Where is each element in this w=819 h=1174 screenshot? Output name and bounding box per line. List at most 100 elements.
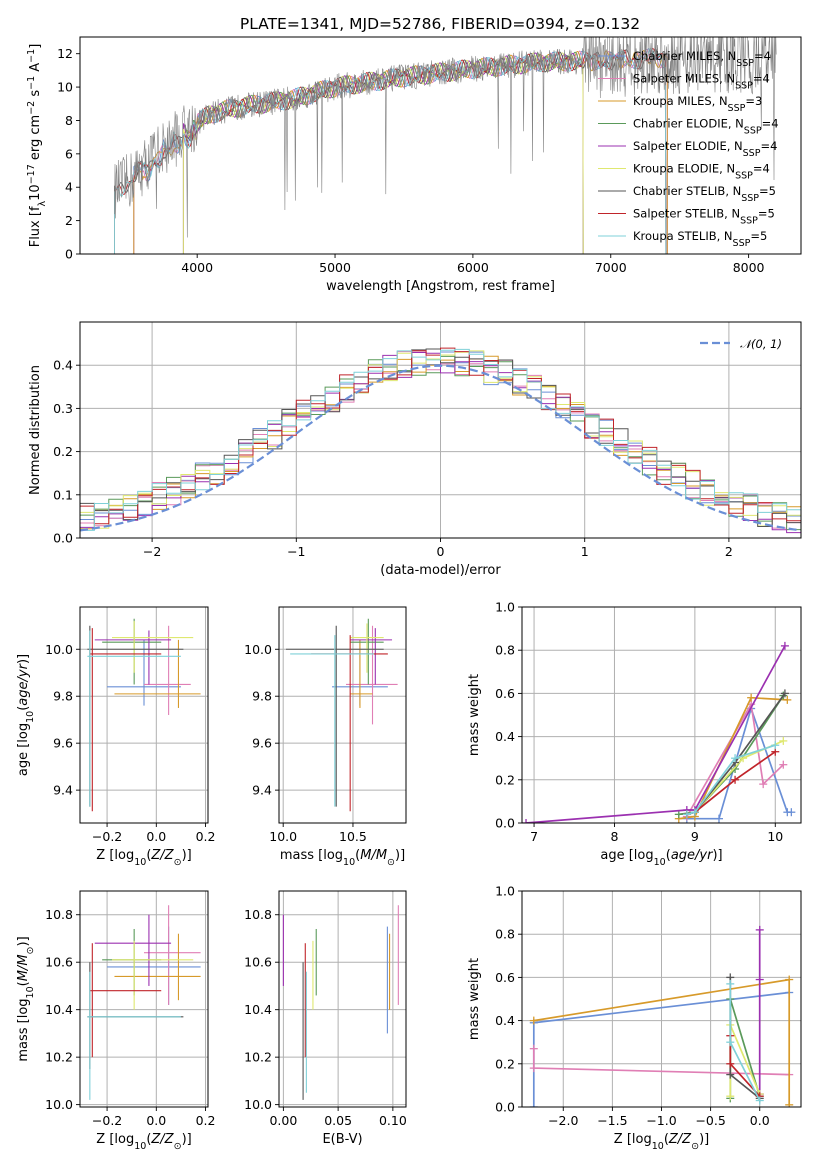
chart-weight-vs-Z: −2.0 −1.5 −1.0 −0.5 0.0 0.0 0.2 0.4 0.6 0.8 1.0 Z […: [467, 884, 802, 1152]
axes-frame: 0.00 0.05 0.10 10.0 10.2 10.4 10.6 10.8 E(B-V): [244, 890, 407, 1147]
x-tick-label: 0.2: [196, 829, 216, 844]
grid: [80, 891, 208, 1107]
y-tick-label: 0.6: [495, 970, 515, 985]
errorbar-point: [114, 639, 201, 708]
x-tick-label: 2: [725, 544, 733, 559]
x-tick-label: 10: [767, 829, 783, 844]
y-tick-label: 9.4: [53, 783, 73, 798]
legend-entry: Salpeter ELODIE, NSSP=4: [633, 139, 777, 159]
weight-marker: [731, 775, 740, 784]
weight-marker: [755, 1096, 764, 1105]
errorbar-point: [350, 623, 384, 673]
weight-marker: [759, 780, 768, 789]
x-tick-label: 0.2: [196, 1113, 216, 1128]
weight-marker: [785, 1100, 794, 1107]
weight-marker: [787, 808, 796, 817]
y-tick-label: 6: [65, 146, 73, 161]
x-tick-label: 0.0: [750, 1113, 770, 1128]
y-tick-label: 9.6: [252, 736, 272, 751]
legend-entry: 𝒩(0, 1): [740, 337, 782, 351]
weight-marker: [726, 1059, 735, 1068]
x-tick-label: 0.00: [269, 1113, 297, 1128]
weight-marker: [779, 760, 788, 769]
x-axis-label: Z [log10(Z/Z⊙)]: [96, 848, 191, 868]
weight-marker: [780, 689, 789, 698]
grid: [279, 891, 406, 1107]
errorbar-point: [94, 630, 172, 685]
axes-frame: −0.2 0.0 0.2 9.4 9.6 9.8 10.0 Z [log10(Z/Z⊙)] ag…: [16, 606, 216, 868]
errorbar-point: [112, 940, 194, 1010]
errorbar-point: [89, 943, 162, 1058]
y-axis-label: Normed distribution: [28, 365, 43, 495]
x-tick-label: 7000: [595, 260, 627, 275]
y-tick-label: 2: [65, 213, 73, 228]
plot-area: [80, 347, 801, 534]
weight-marker: [726, 979, 735, 988]
chart-age-vs-Z: −0.2 0.0 0.2 9.4 9.6 9.8 10.0 Z [log10(Z/Z⊙)] ag…: [16, 606, 216, 868]
axes-frame: 4000 5000 6000 7000 8000 0 2 4 6 8 10 12 Chabrier MI…: [26, 36, 802, 294]
plot-area: [114, 37, 777, 254]
legend-entry: Salpeter MILES, NSSP=4: [633, 72, 770, 92]
x-tick-label: 0.10: [379, 1113, 407, 1128]
y-tick-label: 9.8: [252, 689, 272, 704]
plot-area: [285, 618, 398, 812]
errorbar-point: [144, 625, 191, 715]
y-tick-label: 10.0: [45, 642, 73, 657]
y-tick-label: 1.0: [495, 884, 515, 899]
x-axis-label: E(B-V): [322, 1132, 362, 1147]
y-tick-label: 0.2: [53, 444, 73, 459]
weight-marker: [785, 975, 794, 984]
weight-marker: [714, 814, 723, 823]
y-axis-label: mass weight: [467, 674, 482, 756]
x-tick-label: 6000: [457, 260, 489, 275]
errorbar-point: [94, 914, 172, 986]
plot-area: [529, 925, 794, 1107]
x-tick-label: 0.0: [146, 829, 166, 844]
y-tick-label: 10.0: [244, 642, 272, 657]
axes-box: [79, 36, 802, 255]
y-tick-label: 10: [57, 80, 73, 95]
y-tick-label: 10.4: [45, 1002, 73, 1017]
weight-marker: [747, 693, 756, 702]
y-tick-label: 0.3: [53, 401, 73, 416]
chart-residuals: −2 −1 0 1 2 0.0 0.1 0.2 0.3 0.4 𝒩(0, 1) (data-model…: [28, 321, 802, 578]
weight-marker: [529, 1044, 538, 1053]
y-tick-label: 0.8: [495, 927, 515, 942]
legend-entry: Salpeter STELIB, NSSP=5: [633, 207, 775, 227]
y-tick-label: 0.8: [495, 643, 515, 658]
chart-weight-vs-age: 7 8 9 10 0.0 0.2 0.4 0.6 0.8 1.0 age [log10(age/yr…: [467, 600, 802, 868]
axes-box: [79, 321, 802, 539]
y-tick-label: 0.0: [53, 531, 73, 546]
weight-marker: [529, 1103, 538, 1107]
y-axis-label: mass [log10(M/M⊙)]: [16, 936, 36, 1061]
x-tick-label: −0.2: [92, 829, 122, 844]
y-tick-label: 9.4: [252, 783, 272, 798]
legend: Chabrier MILES, NSSP=4 Salpeter MILES, NS…: [598, 49, 779, 249]
x-tick-label: 1: [581, 544, 589, 559]
axes-box: [521, 606, 802, 824]
errorbar-point: [350, 639, 373, 708]
weight-marker: [771, 741, 780, 750]
axes-frame: −2 −1 0 1 2 0.0 0.1 0.2 0.3 0.4 𝒩(0, 1) (data-model…: [28, 321, 802, 578]
chart-mass-vs-EBV: 0.00 0.05 0.10 10.0 10.2 10.4 10.6 10.8 E(B-V): [244, 890, 407, 1147]
weight-marker: [682, 810, 691, 819]
chart-spectrum: 4000 5000 6000 7000 8000 0 2 4 6 8 10 12 Chabrier MI…: [26, 36, 802, 294]
y-tick-label: 0.4: [495, 1013, 515, 1028]
plot-area: [282, 905, 399, 1100]
x-tick-label: 5000: [319, 260, 351, 275]
x-axis-label: wavelength [Angstrom, rest frame]: [326, 279, 555, 294]
x-tick-label: −2: [143, 544, 161, 559]
y-tick-label: 0.2: [495, 1056, 515, 1071]
x-axis-label: (data-model)/error: [380, 563, 501, 578]
legend-entry: Kroupa ELODIE, NSSP=4: [633, 162, 770, 182]
axes-box: [278, 890, 407, 1108]
x-tick-label: 0.0: [146, 1113, 166, 1128]
weight-marker: [674, 810, 683, 819]
axes-box: [521, 890, 802, 1108]
y-tick-label: 0.6: [495, 686, 515, 701]
x-tick-label: −1.5: [597, 1113, 627, 1128]
errorbar-point: [87, 971, 181, 1100]
observed-spectrum: [114, 37, 777, 238]
legend-entry: Chabrier MILES, NSSP=4: [633, 49, 771, 69]
